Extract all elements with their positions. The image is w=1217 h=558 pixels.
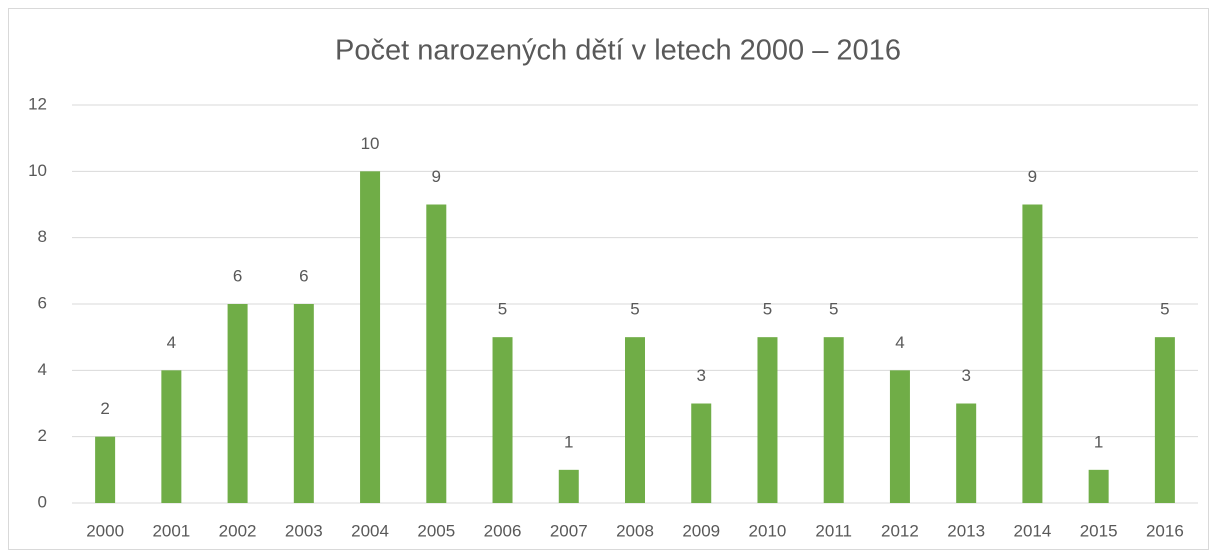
data-label: 4 [895, 333, 904, 352]
bar [1022, 204, 1043, 503]
x-tick-label: 2013 [947, 521, 985, 540]
data-label: 5 [1160, 300, 1169, 319]
x-tick-label: 2002 [219, 521, 257, 540]
data-label: 6 [299, 266, 308, 285]
bar [360, 171, 381, 504]
data-label: 5 [763, 300, 772, 319]
x-tick-label: 2004 [351, 521, 389, 540]
x-tick-label: 2012 [881, 521, 919, 540]
x-tick-label: 2006 [484, 521, 522, 540]
x-tick-label: 2010 [749, 521, 787, 540]
bar [823, 337, 844, 503]
data-label: 6 [233, 266, 242, 285]
x-tick-label: 2014 [1013, 521, 1051, 540]
x-tick-label: 2015 [1080, 521, 1118, 540]
bar [161, 370, 182, 503]
data-label: 2 [100, 399, 109, 418]
data-label: 1 [564, 432, 573, 451]
bar [426, 204, 447, 503]
data-label: 5 [630, 300, 639, 319]
data-label: 10 [361, 134, 380, 153]
chart-border [8, 8, 1209, 550]
x-tick-label: 2005 [417, 521, 455, 540]
y-tick-label: 6 [38, 293, 47, 312]
bar [956, 403, 977, 503]
bar [1154, 337, 1175, 503]
y-tick-label: 0 [38, 492, 47, 511]
bar [95, 436, 116, 503]
data-label: 9 [1028, 167, 1037, 186]
x-tick-label: 2001 [152, 521, 190, 540]
data-label: 5 [829, 300, 838, 319]
x-tick-label: 2008 [616, 521, 654, 540]
data-label: 4 [167, 333, 176, 352]
x-tick-label: 2007 [550, 521, 588, 540]
data-label: 9 [432, 167, 441, 186]
x-tick-label: 2011 [815, 521, 852, 540]
bar [625, 337, 645, 503]
x-tick-label: 2016 [1146, 521, 1184, 540]
data-label: 3 [697, 366, 706, 385]
y-tick-label: 8 [38, 227, 47, 246]
bar [889, 370, 910, 503]
y-tick-label: 12 [28, 94, 47, 113]
bar [492, 337, 513, 503]
bar [691, 403, 712, 503]
bar [293, 304, 314, 503]
bar [558, 469, 579, 503]
y-tick-label: 2 [38, 426, 47, 445]
data-label: 5 [498, 300, 507, 319]
x-tick-label: 2003 [285, 521, 323, 540]
y-tick-label: 4 [38, 360, 47, 379]
x-tick-label: 2000 [86, 521, 124, 540]
x-tick-label: 2009 [682, 521, 720, 540]
data-label: 1 [1094, 432, 1103, 451]
y-tick-label: 10 [28, 161, 47, 180]
bar [757, 337, 778, 503]
bar [1088, 469, 1109, 503]
chart-title: Počet narozených dětí v letech 2000 – 20… [335, 35, 901, 67]
data-label: 3 [961, 366, 970, 385]
bar [227, 304, 248, 503]
